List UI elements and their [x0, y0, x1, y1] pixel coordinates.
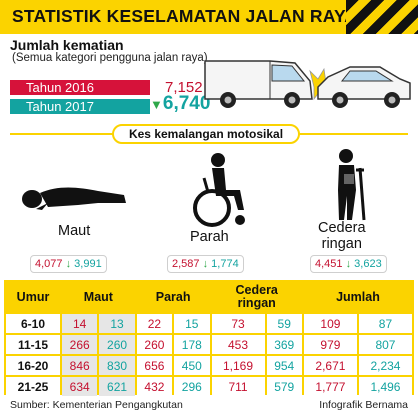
- maut-2016-cell: 846: [62, 356, 98, 375]
- jumlah-2017-cell: 1,496: [358, 377, 412, 396]
- year-2016-value: 7,152: [165, 79, 203, 96]
- hazard-stripes-icon: [346, 0, 418, 34]
- age-cell: 11-15: [6, 335, 60, 354]
- header-cedera: Cedera ringan: [212, 282, 302, 312]
- crutch-person-icon: [338, 149, 366, 221]
- maut-2016-cell: 634: [62, 377, 98, 396]
- cedera-2016-cell: 453: [211, 335, 265, 354]
- parah-2017-cell: 296: [174, 377, 210, 396]
- header-umur: Umur: [16, 289, 50, 304]
- jumlah-2016-cell: 109: [303, 314, 357, 333]
- header-parah: Parah: [155, 289, 191, 304]
- cedera-2016-value: 4,451: [315, 258, 343, 270]
- jumlah-2016-cell: 2,671: [303, 356, 357, 375]
- maut-comparison: 4,077 ↓ 3,991: [30, 255, 107, 273]
- year-2017-bar: Tahun 2017: [10, 99, 150, 114]
- down-arrow-icon: ▼: [150, 97, 163, 112]
- maut-2016-value: 4,077: [35, 258, 63, 270]
- maut-2017-cell: 13: [99, 314, 135, 333]
- cedera-2017-cell: 954: [266, 356, 302, 375]
- table-row: 21-25 634 621 432 296 711 579 1,777 1,49…: [6, 377, 412, 396]
- parah-comparison: 2,587 ↓ 1,774: [167, 255, 244, 273]
- header-cedera-line1: Cedera: [235, 283, 278, 297]
- car-crash-icon: [317, 66, 411, 108]
- cedera-2016-cell: 73: [211, 314, 265, 333]
- maut-2017-cell: 260: [99, 335, 135, 354]
- wheelchair-person-icon: [193, 153, 245, 227]
- cedera-comparison: 4,451 ↓ 3,623: [310, 255, 387, 273]
- parah-2017-value: 1,774: [211, 258, 239, 270]
- lying-person-icon: [22, 187, 126, 210]
- table-header-row: Umur Maut Parah Cedera ringan Jumlah: [6, 282, 412, 312]
- jumlah-2017-cell: 807: [358, 335, 412, 354]
- header-cedera-line2: ringan: [237, 296, 276, 310]
- year-2017-value-wrap: ▼6,740: [150, 93, 210, 115]
- parah-2017-cell: 178: [174, 335, 210, 354]
- category-parah: Parah: [190, 229, 229, 245]
- age-table: Umur Maut Parah Cedera ringan Jumlah 6-1…: [4, 280, 414, 398]
- cedera-2017-cell: 579: [266, 377, 302, 396]
- parah-2017-cell: 450: [174, 356, 210, 375]
- parah-2017-cell: 15: [174, 314, 210, 333]
- category-maut: Maut: [58, 223, 91, 239]
- deaths-title: Jumlah kematian: [10, 37, 124, 53]
- page-title: STATISTIK KESELAMATAN JALAN RAYA: [12, 6, 358, 26]
- cedera-2017-cell: 369: [266, 335, 302, 354]
- down-arrow-icon: ↓: [65, 258, 72, 270]
- age-table-grid: Umur Maut Parah Cedera ringan Jumlah 6-1…: [4, 280, 414, 398]
- cedera-2016-cell: 711: [211, 377, 265, 396]
- table-row: 16-20 846 830 656 450 1,169 954 2,671 2,…: [6, 356, 412, 375]
- deaths-subtitle: (Semua kategori pengguna jalan raya): [12, 52, 208, 64]
- jumlah-2016-cell: 1,777: [303, 377, 357, 396]
- maut-2017-value: 3,991: [74, 258, 102, 270]
- parah-2016-cell: 432: [136, 377, 173, 396]
- age-cell: 16-20: [6, 356, 60, 375]
- credit-note: Infografik Bernama: [319, 399, 408, 411]
- down-arrow-icon: ↓: [202, 258, 209, 270]
- age-cell: 21-25: [6, 377, 60, 396]
- parah-2016-cell: 260: [136, 335, 173, 354]
- age-cell: 6-10: [6, 314, 60, 333]
- maut-2017-cell: 621: [99, 377, 135, 396]
- parah-2016-value: 2,587: [172, 258, 200, 270]
- year-2017-value: 6,740: [162, 93, 211, 114]
- category-cedera-line2: ringan: [321, 236, 362, 252]
- maut-2017-cell: 830: [99, 356, 135, 375]
- header-jumlah: Jumlah: [336, 289, 380, 304]
- maut-2016-cell: 266: [62, 335, 98, 354]
- van-crash-icon: [204, 60, 411, 108]
- cedera-2017-value: 3,623: [354, 258, 382, 270]
- category-cedera-line1: Cedera: [318, 220, 366, 236]
- jumlah-2017-cell: 87: [358, 314, 412, 333]
- year-2016-bar: Tahun 2016: [10, 80, 150, 95]
- down-arrow-icon: ↓: [345, 258, 352, 270]
- table-row: 11-15 266 260 260 178 453 369 979 807: [6, 335, 412, 354]
- title-bar: STATISTIK KESELAMATAN JALAN RAYA: [0, 0, 418, 34]
- header-maut: Maut: [83, 289, 113, 304]
- maut-2016-cell: 14: [62, 314, 98, 333]
- parah-2016-cell: 656: [136, 356, 173, 375]
- jumlah-2017-cell: 2,234: [358, 356, 412, 375]
- parah-2016-cell: 22: [136, 314, 173, 333]
- cedera-2017-cell: 59: [266, 314, 302, 333]
- source-note: Sumber: Kementerian Pengangkutan: [10, 399, 183, 411]
- table-row: 6-10 14 13 22 15 73 59 109 87: [6, 314, 412, 333]
- category-cedera: Cedera ringan: [318, 220, 366, 252]
- section-label: Kes kemalangan motosikal: [112, 124, 300, 144]
- cedera-2016-cell: 1,169: [211, 356, 265, 375]
- jumlah-2016-cell: 979: [303, 335, 357, 354]
